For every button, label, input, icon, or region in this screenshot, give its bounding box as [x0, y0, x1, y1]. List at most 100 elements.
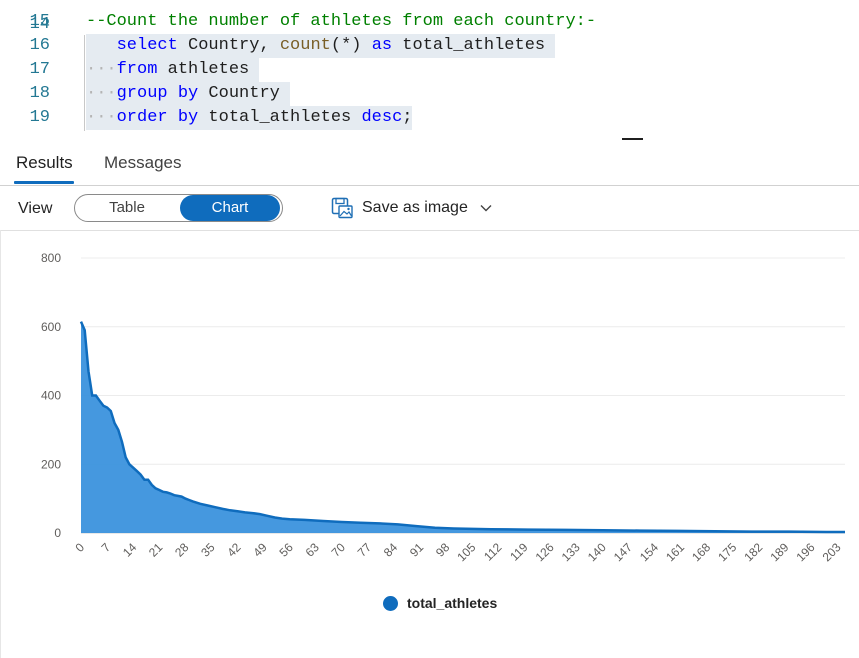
y-tick-label: 400: [41, 389, 61, 403]
code-token: select: [116, 36, 178, 55]
x-tick-label: 105: [454, 540, 478, 564]
view-toggle: Table Chart: [74, 194, 283, 222]
x-tick-label: 112: [481, 540, 505, 564]
code-token: ···: [86, 60, 117, 79]
line-number: 19: [29, 108, 50, 127]
line-number: 14: [29, 15, 50, 34]
code-line[interactable]: 19 ···order by total_athletes desc;: [0, 106, 859, 130]
x-tick-label: 161: [663, 540, 687, 564]
y-tick-label: 200: [41, 457, 61, 471]
x-tick-label: 196: [794, 540, 818, 564]
code-token: ···: [86, 108, 117, 127]
x-tick-label: 21: [146, 540, 166, 560]
code-token: athletes: [157, 60, 260, 79]
code-token: [168, 108, 178, 127]
x-tick-label: 70: [329, 540, 349, 560]
results-tabs: Results Messages: [0, 143, 859, 186]
code-token: by: [177, 84, 199, 103]
x-tick-label: 14: [120, 540, 140, 560]
code-token: ···: [86, 84, 117, 103]
code-token: [168, 84, 178, 103]
code-editor[interactable]: 14 15 --Count the number of athletes from…: [0, 0, 859, 142]
code-text: ···from athletes: [86, 58, 260, 82]
tab-results[interactable]: Results: [16, 153, 73, 172]
x-tick-label: 98: [433, 540, 453, 560]
code-token: group: [116, 84, 168, 103]
code-token: from: [116, 60, 158, 79]
code-token: order: [116, 108, 168, 127]
line-number: 17: [29, 60, 50, 79]
x-tick-label: 168: [689, 540, 713, 564]
code-line-partial-bottom: 20: [0, 130, 859, 142]
x-tick-label: 77: [355, 540, 375, 560]
code-text: select Country, count(*) as total_athlet…: [86, 34, 556, 58]
code-token: (*): [330, 36, 372, 55]
x-tick-label: 175: [715, 540, 739, 564]
y-tick-label: 0: [54, 526, 61, 540]
code-token: count: [279, 36, 331, 55]
chevron-down-icon[interactable]: [479, 201, 493, 215]
x-tick-label: 147: [611, 540, 635, 564]
code-text: ···order by total_athletes desc;: [86, 106, 413, 130]
tab-messages[interactable]: Messages: [104, 153, 182, 172]
x-tick-label: 189: [767, 540, 791, 564]
x-tick-label: 56: [276, 540, 296, 560]
chart-legend[interactable]: total_athletes: [383, 595, 497, 611]
x-tick-label: 203: [820, 540, 844, 564]
code-line[interactable]: 17 ···from athletes: [0, 58, 859, 82]
code-text: --Count the number of athletes from each…: [86, 10, 596, 34]
code-token: ;: [402, 108, 413, 127]
y-tick-label: 600: [41, 320, 61, 334]
panel-border: [0, 230, 1, 658]
x-tick-label: 28: [172, 540, 192, 560]
x-tick-label: 182: [741, 540, 765, 564]
code-token: total_athletes: [198, 108, 362, 127]
save-as-image-label: Save as image: [362, 199, 468, 216]
code-token: Country: [198, 84, 291, 103]
x-tick-label: 84: [381, 540, 401, 560]
active-tab-indicator: [14, 181, 74, 184]
x-tick-label: 119: [507, 540, 531, 564]
x-tick-label: 7: [99, 540, 114, 555]
x-tick-label: 42: [224, 540, 244, 560]
series-line: [79, 321, 845, 534]
chart-view-button[interactable]: Chart: [180, 195, 280, 221]
code-token: total_athletes: [392, 36, 556, 55]
y-tick-label: 800: [41, 251, 61, 265]
code-line[interactable]: 15 --Count the number of athletes from ea…: [0, 10, 859, 34]
save-as-image-button[interactable]: Save as image: [331, 194, 493, 222]
x-tick-label: 154: [637, 540, 661, 564]
code-text: ···group by Country: [86, 82, 291, 106]
legend-label: total_athletes: [407, 595, 498, 611]
x-tick-label: 133: [559, 540, 583, 564]
code-line[interactable]: 18 ···group by Country: [0, 82, 859, 106]
code-token: --Count the number of athletes from each…: [86, 12, 597, 31]
x-tick-label: 49: [250, 540, 270, 560]
area-fill: [81, 321, 845, 533]
legend-marker: [383, 595, 398, 611]
code-token: desc: [361, 108, 403, 127]
text-cursor: [622, 138, 643, 140]
code-token: [86, 36, 117, 55]
line-number: 18: [29, 84, 50, 103]
x-tick-label: 140: [585, 540, 609, 564]
chart-container: 0 200 400 600 800 0 7 14 21 28 35 42 49 56 63 70 77 84 91 9…: [0, 231, 859, 658]
x-tick-label: 126: [533, 540, 557, 564]
table-view-button[interactable]: Table: [109, 199, 145, 216]
indent-guide: [84, 35, 85, 131]
view-label: View: [18, 200, 53, 217]
code-token: Country,: [177, 36, 280, 55]
x-tick-label: 35: [198, 540, 218, 560]
line-number: 16: [29, 36, 50, 55]
code-line-partial-top: 14: [0, 0, 859, 34]
x-tick-label: 63: [303, 540, 323, 560]
view-toolbar: View Table Chart Save as image: [0, 186, 859, 231]
x-tick-label: 91: [407, 540, 427, 560]
x-tick-label: 0: [72, 540, 87, 555]
save-image-icon: [331, 197, 353, 219]
line-number: 15: [29, 12, 50, 31]
code-token: by: [177, 108, 199, 127]
code-token: as: [371, 36, 393, 55]
code-line[interactable]: 16 select Country, count(*) as total_ath…: [0, 34, 859, 58]
